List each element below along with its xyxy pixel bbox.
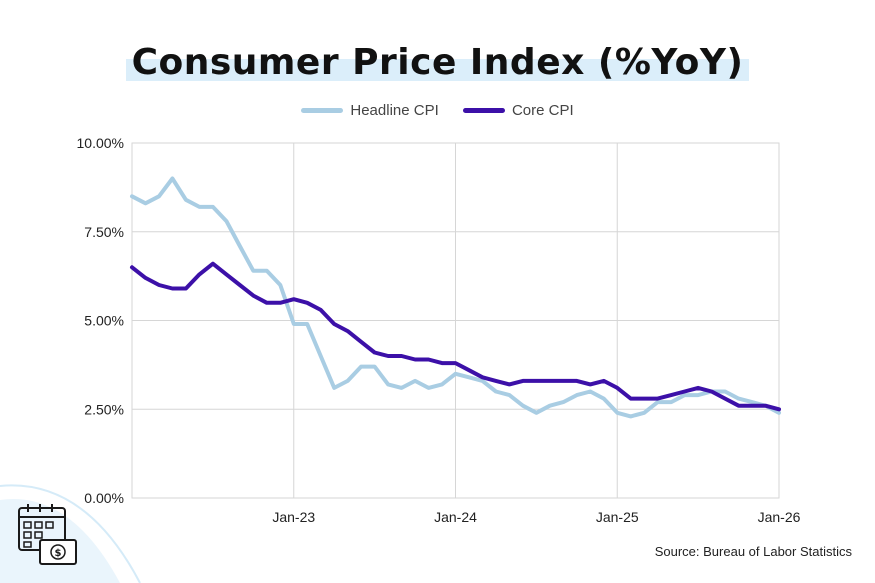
y-tick-label: 7.50%	[84, 224, 124, 240]
title-container: Consumer Price Index (%YoY)	[0, 42, 875, 83]
y-tick-label: 5.00%	[84, 313, 124, 329]
calendar-money-icon: $	[18, 504, 77, 565]
legend-item-headline: Headline CPI	[301, 102, 439, 119]
y-tick-label: 10.00%	[77, 135, 124, 151]
legend-swatch-headline	[301, 108, 344, 113]
y-tick-label: 2.50%	[84, 401, 124, 417]
x-tick-label: Jan-23	[272, 509, 315, 525]
chart-title: Consumer Price Index (%YoY)	[125, 42, 750, 83]
series-line-core-cpi	[130, 261, 781, 412]
legend: Headline CPI Core CPI	[0, 100, 875, 119]
decor-ring	[0, 484, 141, 583]
chart-title-text: Consumer Price Index (%YoY)	[131, 42, 744, 83]
x-tick-label: Jan-26	[758, 509, 801, 525]
x-tick-label: Jan-24	[434, 509, 477, 525]
x-tick-label: Jan-25	[596, 509, 639, 525]
legend-item-core: Core CPI	[462, 102, 574, 119]
y-tick-label: 0.00%	[84, 490, 124, 506]
series-line-headline-cpi	[130, 176, 781, 419]
legend-label-core: Core CPI	[511, 102, 574, 119]
source-note: Source: Bureau of Labor Statistics	[654, 544, 852, 559]
legend-swatch-core	[462, 108, 505, 113]
legend-label-headline: Headline CPI	[350, 102, 439, 119]
svg-text:$: $	[55, 548, 62, 559]
